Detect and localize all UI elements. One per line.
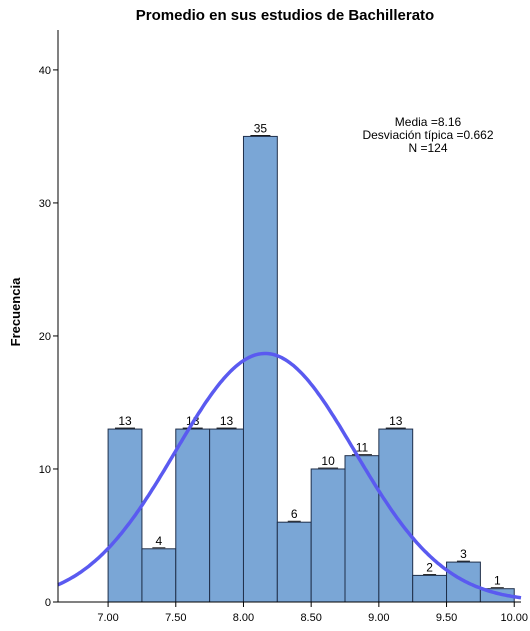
data-label: 11 xyxy=(356,441,369,455)
x-tick-label: 8.50 xyxy=(300,612,321,624)
histogram-bar xyxy=(276,521,312,603)
histogram-bar xyxy=(209,428,244,603)
y-tick-label: 30 xyxy=(39,198,51,210)
data-label: 13 xyxy=(118,414,132,428)
data-label: 13 xyxy=(389,414,403,428)
data-label: 1 xyxy=(494,574,501,588)
data-label: 3 xyxy=(460,547,467,561)
x-tick-label: 9.50 xyxy=(436,612,457,624)
data-label: 6 xyxy=(291,507,298,521)
chart-title: Promedio en sus estudios de Bachillerato xyxy=(136,7,434,24)
histogram-bar xyxy=(175,428,211,603)
data-label-background xyxy=(152,533,166,548)
data-label-background xyxy=(490,573,504,588)
histogram-bar xyxy=(344,455,380,603)
data-label: 35 xyxy=(254,121,268,135)
data-label-background xyxy=(456,547,470,562)
data-label-background xyxy=(115,414,136,429)
x-tick-label: 7.00 xyxy=(97,612,118,624)
y-tick-label: 10 xyxy=(39,464,51,476)
normal-curve xyxy=(57,351,522,600)
histogram-bar xyxy=(412,574,448,603)
data-label-background xyxy=(287,507,301,522)
data-label: 4 xyxy=(156,534,163,548)
data-label-background xyxy=(318,453,339,468)
data-label-background xyxy=(216,414,237,429)
data-label: 2 xyxy=(426,560,433,574)
data-label-background xyxy=(423,560,437,575)
x-tick-label: 10.00 xyxy=(500,612,528,624)
y-axis-label: Frecuencia xyxy=(8,277,23,346)
stat-n: N =124 xyxy=(408,141,447,155)
stat-std-dev: Desviación típica =0.662 xyxy=(362,128,493,142)
stat-mean: Media =8.16 xyxy=(395,115,462,129)
data-label: 10 xyxy=(321,454,335,468)
y-tick-label: 40 xyxy=(39,65,51,77)
histogram-bar xyxy=(310,468,346,603)
y-tick-label: 20 xyxy=(39,331,51,343)
x-tick-label: 7.50 xyxy=(165,612,186,624)
y-tick-label: 0 xyxy=(45,597,51,609)
x-tick-label: 8.00 xyxy=(233,612,254,624)
histogram-bar xyxy=(141,548,177,603)
histogram-bar xyxy=(242,135,278,603)
data-label-background xyxy=(385,414,406,429)
stats-box: Media =8.16 Desviación típica =0.662 N =… xyxy=(362,115,493,155)
data-label-background xyxy=(250,121,271,136)
x-tick-label: 9.00 xyxy=(368,612,389,624)
data-label: 13 xyxy=(220,414,234,428)
data-label-background xyxy=(351,440,372,455)
